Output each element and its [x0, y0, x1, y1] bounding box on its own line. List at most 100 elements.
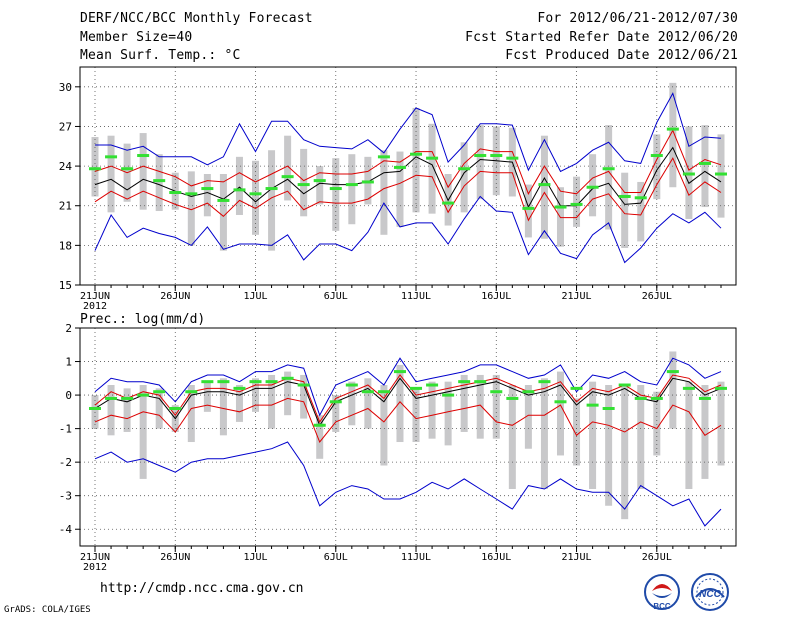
temp-median-mark: [89, 167, 101, 171]
prec-median-mark: [265, 380, 278, 384]
temp-spread-box: [203, 174, 211, 217]
temp-median-mark: [698, 161, 711, 165]
prec-spread-box: [284, 371, 292, 416]
temp-spread-box: [540, 135, 548, 239]
temp-spread-box: [717, 134, 725, 218]
temp-median-mark: [618, 194, 631, 198]
prec-median-mark: [281, 376, 294, 380]
prec-median-mark: [602, 406, 615, 410]
prec-spread-box: [364, 378, 372, 429]
temp-median-mark: [522, 206, 535, 210]
prec-spread-box: [348, 381, 356, 426]
prec-median-mark: [105, 396, 118, 400]
temp-median-mark: [410, 152, 423, 156]
temp-median-mark: [217, 198, 230, 202]
temp-spread-box: [476, 125, 484, 200]
prec-median-mark: [650, 396, 663, 400]
temp-median-mark: [458, 167, 471, 171]
prec-x-tick-label: 26JUL: [642, 552, 672, 563]
temp-y-tick-label: 21: [59, 200, 72, 213]
prec-median-mark: [715, 386, 727, 390]
prec-spread-box: [332, 395, 340, 432]
prec-y-tick-label: -3: [59, 490, 72, 503]
temp-spread-box: [348, 154, 356, 225]
prec-spread-lower-line: [94, 397, 722, 443]
temp-spread-box: [669, 82, 677, 188]
prec-spread-box: [300, 374, 308, 419]
temp-spread-box: [605, 125, 613, 230]
temp-spread-box: [284, 135, 292, 201]
temp-median-mark: [586, 185, 599, 189]
temp-median-mark: [105, 155, 118, 159]
temp-median-mark: [153, 179, 166, 183]
prec-y-tick-label: -4: [59, 523, 73, 536]
temp-spread-box: [155, 154, 163, 212]
temp-x-tick-label: 21JUN: [80, 291, 110, 302]
temp-spread-box: [380, 150, 388, 235]
temp-median-mark: [297, 183, 310, 187]
temp-median-mark: [570, 202, 583, 206]
prec-spread-box: [460, 374, 468, 432]
prec-median-mark: [313, 423, 326, 427]
prec-spread-box: [123, 388, 131, 432]
temp-spread-box: [396, 151, 404, 227]
temp-spread-box: [412, 107, 420, 213]
temp-ensemble-mean-line: [94, 146, 722, 209]
prec-median-mark: [361, 390, 374, 394]
prec-median-mark: [586, 403, 599, 407]
temp-median-mark: [393, 165, 406, 169]
temp-median-mark: [233, 188, 246, 192]
ncc-logo-text: NCC: [699, 589, 721, 600]
temp-y-tick-label: 30: [59, 81, 72, 94]
prec-median-mark: [89, 406, 101, 410]
prec-spread-box: [637, 385, 645, 489]
temp-x-tick-label: 26JUL: [642, 291, 672, 302]
temp-x-tick-label: 11JUL: [401, 291, 431, 302]
precip-panel-title: Prec.: log(mm/d): [80, 312, 205, 327]
prec-x-tick-label: 11JUL: [401, 552, 431, 563]
website-url[interactable]: http://cmdp.ncc.cma.gov.cn: [100, 581, 304, 596]
prec-median-mark: [297, 383, 310, 387]
prec-spread-box: [428, 381, 436, 439]
precipitation-panel: -4 -3 -2 -1 0 1 2 21JUN 26JUN 1JUL 6JUL 11JUL 16JUL 2…: [59, 312, 737, 573]
prec-median-mark: [698, 396, 711, 400]
prec-spread-box: [396, 364, 404, 443]
temp-spread-box: [252, 160, 260, 235]
temp-y-tick-label: 27: [59, 120, 72, 133]
temp-median-mark: [313, 179, 326, 183]
temp-spread-upper-line: [94, 129, 722, 195]
prec-x-tick-label: 16JUL: [481, 552, 511, 563]
prec-median-mark: [201, 380, 214, 384]
temp-median-mark: [634, 196, 647, 200]
temp-spread-box: [653, 134, 661, 200]
prec-median-mark: [682, 386, 695, 390]
prec-spread-box: [412, 388, 420, 443]
temp-median-mark: [201, 187, 214, 191]
prec-spread-upper-line: [94, 374, 722, 423]
prec-spread-box: [444, 381, 452, 446]
temp-median-mark: [538, 183, 551, 187]
prec-ensemble-max-line: [94, 357, 722, 417]
prec-median-mark: [506, 396, 519, 400]
temp-plot-frame: [79, 66, 737, 286]
prec-spread-box: [717, 381, 725, 466]
prec-plot-frame: [79, 327, 737, 547]
temp-median-mark: [169, 191, 182, 195]
temp-median-mark: [715, 172, 727, 176]
temp-median-mark: [361, 180, 374, 184]
prec-median-mark: [522, 390, 535, 394]
temp-median-mark: [602, 167, 615, 171]
temp-median-mark: [137, 154, 150, 158]
temp-spread-box: [300, 148, 308, 217]
prec-spread-box: [669, 351, 677, 429]
prec-spread-box: [476, 374, 484, 439]
prec-median-mark: [153, 390, 166, 394]
temp-median-mark: [377, 155, 390, 159]
temp-x-tick-label: 6JUL: [324, 291, 348, 302]
chart-title: DERF/NCC/BCC Monthly Forecast: [80, 11, 313, 26]
temp-spread-box: [91, 137, 99, 197]
prec-median-mark: [329, 400, 342, 404]
prec-y-tick-label: 0: [65, 389, 72, 402]
temp-spread-box: [187, 171, 195, 246]
temp-year-label: 2012: [83, 301, 107, 312]
